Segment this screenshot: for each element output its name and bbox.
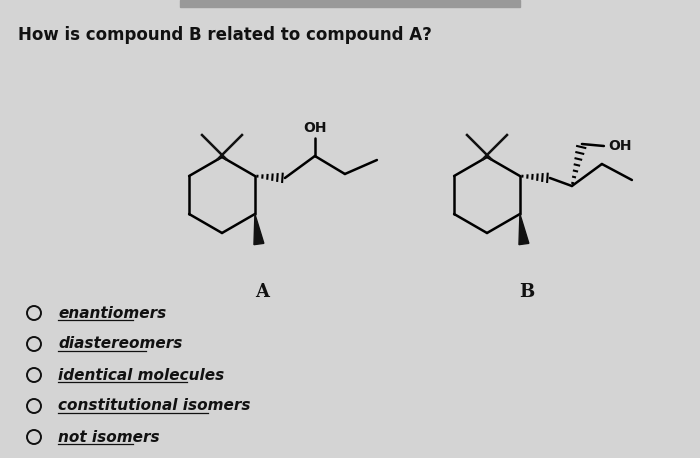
Polygon shape — [254, 214, 264, 245]
Text: identical molecules: identical molecules — [58, 367, 224, 382]
Text: not isomers: not isomers — [58, 430, 160, 445]
Text: enantiomers: enantiomers — [58, 305, 167, 321]
Text: diastereomers: diastereomers — [58, 337, 183, 351]
Text: A: A — [255, 283, 269, 301]
Text: constitutional isomers: constitutional isomers — [58, 398, 251, 414]
Text: OH: OH — [608, 139, 631, 153]
Text: B: B — [519, 283, 535, 301]
Polygon shape — [519, 214, 529, 245]
Text: How is compound B related to compound A?: How is compound B related to compound A? — [18, 26, 432, 44]
Bar — [180, 0, 520, 7]
Text: OH: OH — [303, 121, 327, 135]
